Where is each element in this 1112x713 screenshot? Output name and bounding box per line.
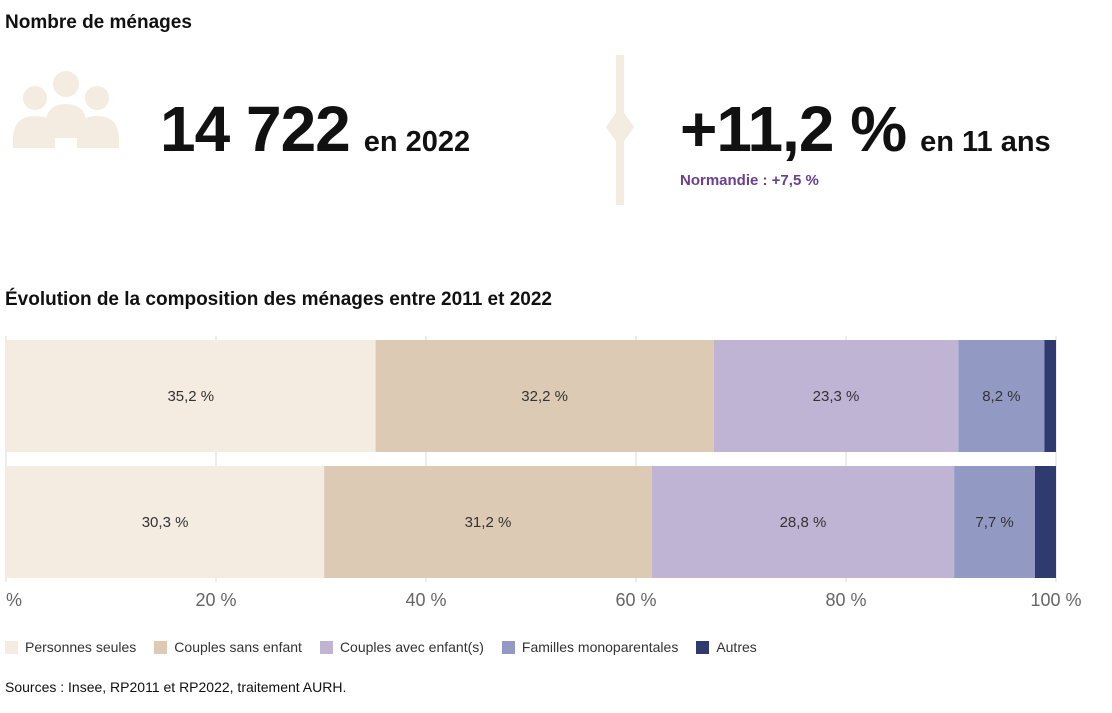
- section-title-households: Nombre de ménages: [5, 12, 192, 33]
- x-tick-label-2: 40 %: [405, 590, 446, 610]
- bar-row2-series3: [651, 466, 955, 578]
- vertical-divider-icon: [598, 55, 642, 210]
- bar-row1-series5: [1044, 340, 1056, 452]
- legend-swatch: [501, 640, 515, 654]
- people-group-icon: [5, 66, 127, 161]
- bar-row1-series4: [958, 340, 1045, 452]
- x-tick-label-0: %: [6, 590, 22, 610]
- legend-swatch: [5, 640, 18, 654]
- legend-label: Personnes seules: [25, 639, 137, 655]
- legend-swatch: [696, 640, 710, 654]
- legend-item-couples-avec-enfants: Couples avec enfant(s): [319, 639, 484, 655]
- legend-item-familles-monoparentales: Familles monoparentales: [501, 639, 679, 655]
- legend-item-couples-sans-enfant: Couples sans enfant: [154, 639, 302, 655]
- x-tick-label-5: 100 %: [1030, 590, 1081, 610]
- stacked-bar-chart: 35,2 % 32,2 % 23,3 % 8,2 % 30,3 % 31,2 % 28,8 …: [5, 336, 1082, 610]
- households-value: 14 722: [160, 93, 351, 165]
- chart-legend: Personnes seules Couples sans enfant Cou…: [5, 639, 757, 655]
- data-label-row1-series2: 32,2 %: [521, 388, 568, 405]
- x-tick-label-1: 20 %: [195, 590, 236, 610]
- legend-label: Familles monoparentales: [521, 639, 679, 655]
- legend-item-personnes-seules: Personnes seules: [5, 639, 136, 655]
- data-label-row2-series3: 28,8 %: [780, 514, 827, 531]
- legend-label: Autres: [716, 639, 757, 655]
- bar-row1-series1: [6, 340, 376, 452]
- households-kpi: 14 722 en 2022: [160, 92, 470, 166]
- legend-label: Couples sans enfant: [174, 639, 302, 655]
- growth-period: en 11 ans: [920, 126, 1051, 158]
- bar-row2-series1: [6, 466, 325, 578]
- households-year: en 2022: [363, 126, 471, 158]
- legend-swatch: [319, 640, 333, 654]
- bar-row1-series3: [713, 340, 959, 452]
- bar-row2-series2: [324, 466, 652, 578]
- data-label-row2-series4: 7,7 %: [975, 514, 1013, 531]
- data-label-row2-series2: 31,2 %: [465, 514, 512, 531]
- legend-item-autres: Autres: [696, 639, 757, 655]
- bar-row1-series2: [375, 340, 714, 452]
- growth-value: +11,2 %: [680, 93, 907, 165]
- data-label-row2-series1: 30,3 %: [142, 514, 189, 531]
- bar-row2-series5: [1035, 466, 1056, 578]
- legend-label: Couples avec enfant(s): [339, 639, 484, 655]
- growth-kpi: +11,2 % en 11 ans: [680, 92, 1051, 166]
- data-label-row1-series3: 23,3 %: [813, 388, 860, 405]
- bar-row2-series4: [954, 466, 1035, 578]
- data-label-row1-series1: 35,2 %: [167, 388, 214, 405]
- region-comparison: Normandie : +7,5 %: [680, 172, 819, 189]
- x-tick-label-3: 60 %: [615, 590, 656, 610]
- data-label-row1-series4: 8,2 %: [982, 388, 1020, 405]
- legend-swatch: [154, 640, 168, 654]
- source-note: Sources : Insee, RP2011 et RP2022, trait…: [5, 679, 347, 695]
- chart-title: Évolution de la composition des ménages …: [5, 289, 552, 310]
- x-tick-label-4: 80 %: [825, 590, 866, 610]
